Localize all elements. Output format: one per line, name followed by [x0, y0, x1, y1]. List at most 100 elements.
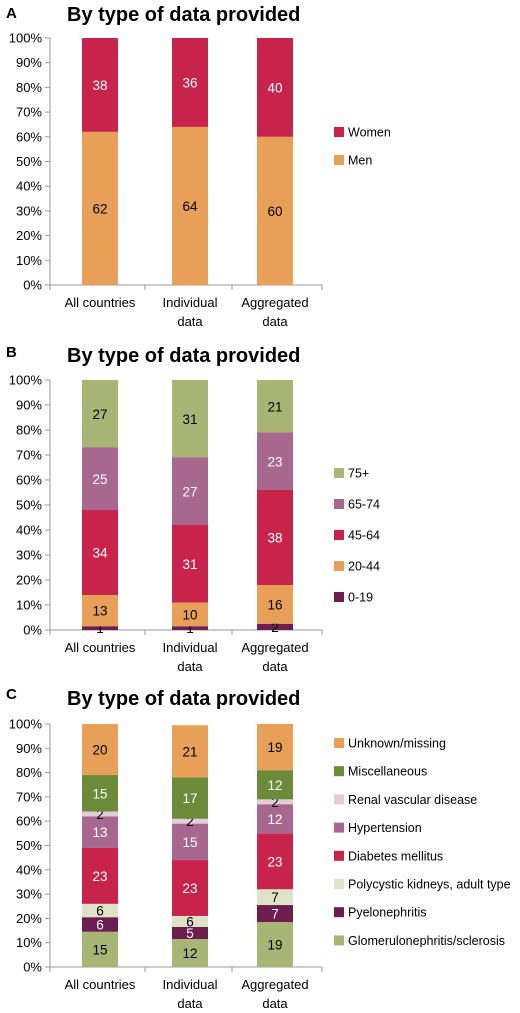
data-label: 40 [267, 80, 282, 95]
bar-segment-unknown-missing [82, 724, 118, 776]
y-tick-label: 20% [16, 573, 42, 588]
chart-title: By type of data provided [67, 345, 300, 367]
bar-segment-diabetes-mellitus [82, 847, 118, 904]
bar-segment-45-64 [172, 525, 208, 603]
bar-segment-75- [172, 380, 208, 458]
data-label: 38 [267, 531, 282, 546]
data-label: 34 [92, 546, 108, 561]
data-label: 12 [267, 812, 282, 827]
legend-swatch [334, 794, 344, 805]
legend-swatch [334, 155, 344, 165]
data-label: 15 [92, 786, 107, 801]
data-label: 25 [92, 472, 107, 487]
legend-label: Glomerulonephritis/sclerosis [348, 934, 505, 948]
y-tick-label: 10% [16, 253, 42, 268]
bar-segment-renal-vascular-disease [257, 799, 293, 805]
bar-segment-glomerulonephritis-sclerosis [172, 939, 208, 967]
bar-segment-65-74 [257, 432, 293, 490]
data-label: 17 [182, 791, 197, 806]
bar-segment-65-74 [172, 457, 208, 525]
legend-label: Men [348, 154, 372, 168]
data-label: 38 [92, 78, 107, 93]
data-label: 31 [182, 557, 197, 572]
data-label: 6 [186, 914, 194, 929]
bar-segment-45-64 [82, 510, 118, 595]
bar-segment-20-44 [172, 602, 208, 627]
y-tick-label: 100% [9, 373, 43, 388]
legend-label: Women [348, 126, 391, 140]
bar-segment-45-64 [257, 490, 293, 585]
legend-label: Unknown/missing [348, 737, 446, 751]
data-label: 12 [267, 778, 282, 793]
y-tick-label: 50% [16, 838, 42, 853]
data-label: 60 [267, 204, 282, 219]
data-label: 7 [271, 890, 279, 905]
legend-label: 65-74 [348, 498, 380, 512]
legend-label: Miscellaneous [348, 765, 427, 779]
data-label: 15 [92, 942, 107, 957]
y-tick-label: 60% [16, 129, 42, 144]
x-category-label: Individual data [163, 640, 218, 674]
legend-swatch [334, 822, 344, 833]
legend-label: Polycystic kidneys, adult type [348, 878, 511, 892]
legend-label: Hypertension [348, 821, 422, 835]
chart-title: By type of data provided [67, 4, 300, 26]
data-label: 2 [96, 807, 104, 822]
legend-swatch [334, 127, 344, 137]
data-label: 23 [182, 881, 197, 896]
bar-segment-women [257, 38, 293, 137]
data-label: 1 [186, 621, 194, 636]
data-label: 27 [92, 407, 107, 422]
x-category-label: Individual data [163, 977, 218, 1011]
legend-swatch [334, 499, 344, 509]
data-label: 20 [92, 743, 107, 758]
panel-letter: A [6, 5, 17, 22]
x-category-label: All countries [65, 640, 136, 655]
bar-segment-diabetes-mellitus [172, 860, 208, 916]
y-tick-label: 20% [16, 228, 42, 243]
bar-segment-hypertension [82, 816, 118, 848]
y-tick-label: 0% [23, 960, 42, 975]
y-tick-label: 30% [16, 203, 42, 218]
chart-title: By type of data provided [67, 688, 300, 710]
legend-swatch [334, 738, 344, 748]
panel-letter: C [6, 686, 17, 703]
data-label: 19 [267, 740, 282, 755]
data-label: 6 [96, 904, 104, 919]
bar-segment-20-44 [257, 585, 293, 624]
data-label: 21 [182, 744, 197, 759]
data-label: 16 [267, 597, 282, 612]
bar-segment-miscellaneous [257, 770, 293, 800]
data-label: 2 [271, 620, 279, 635]
y-tick-label: 70% [16, 448, 42, 463]
data-label: 21 [267, 399, 282, 414]
y-tick-label: 40% [16, 523, 42, 538]
legend-swatch [334, 935, 344, 946]
y-tick-label: 70% [16, 789, 42, 804]
legend-swatch [334, 907, 344, 918]
data-label: 10 [182, 607, 197, 622]
data-label: 15 [182, 835, 197, 850]
data-label: 6 [96, 917, 104, 932]
data-label: 31 [182, 412, 197, 427]
bar-segment-0-19 [172, 626, 208, 630]
y-tick-label: 80% [16, 765, 42, 780]
data-label: 19 [267, 938, 282, 953]
bar-segment-unknown-missing [257, 724, 293, 771]
chart-panel-a: A By type of data provided 0% 10% 20% 30% 40% 5… [6, 4, 391, 329]
legend-label: 0-19 [348, 591, 373, 605]
data-label: 23 [267, 454, 282, 469]
bar-segment-hypertension [257, 804, 293, 834]
data-label: 1 [96, 621, 104, 636]
y-tick-label: 60% [16, 814, 42, 829]
y-tick-label: 0% [23, 623, 42, 638]
x-category-label: Individual data [163, 295, 218, 329]
bar-segment-pyelonephritis [257, 905, 293, 923]
y-tick-label: 90% [16, 398, 42, 413]
legend-swatch [334, 592, 344, 602]
bar-segment-renal-vascular-disease [82, 811, 118, 817]
bar-segment-unknown-missing [172, 725, 208, 778]
bar-segment-pyelonephritis [172, 926, 208, 940]
legend-swatch [334, 766, 344, 777]
